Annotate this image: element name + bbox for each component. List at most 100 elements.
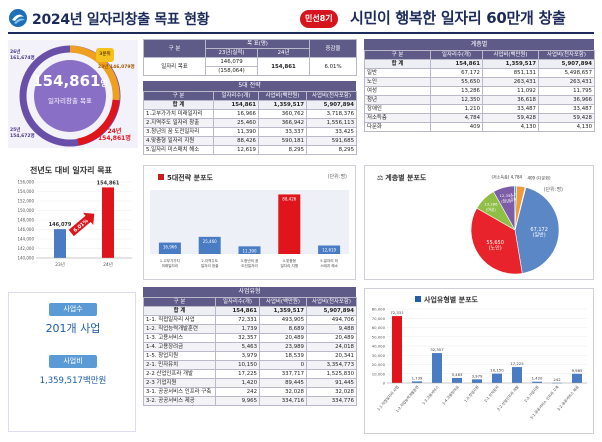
- type-cell: 337,717: [259, 369, 307, 379]
- type-cell: 494,706: [306, 315, 357, 325]
- strategy-cell: 3,718,376: [306, 109, 357, 119]
- type-chart-title: 사업유형별 분포도: [424, 296, 478, 304]
- yoy-tick-label: 142,000: [17, 246, 34, 251]
- pie-chart-unit: (단위:명): [543, 187, 563, 193]
- type-category-label: 3-2.공공서비스 제공: [556, 384, 580, 412]
- strategy-category-label: 1.고부가가치: [160, 258, 180, 263]
- strategy-data-label: 25,460: [203, 239, 217, 244]
- type-cell: 17,225: [215, 369, 260, 379]
- th-y24: 24년: [257, 48, 310, 58]
- strategy-chart-title: 5대전략 분포도: [167, 174, 213, 182]
- target-y23: 146,079: [205, 57, 258, 67]
- strategy-cell: 3.청년의 꿈 도전일자리: [143, 127, 214, 137]
- type-cell: 5,463: [215, 342, 260, 352]
- type-data-label: 1,739: [412, 375, 423, 380]
- type-data-label: 242: [553, 377, 561, 382]
- yoy-tick-label: 140,000: [17, 256, 34, 261]
- yoy-chart: 156,000 154,000 152,000 150,000 148,000 146,0…: [17, 180, 132, 268]
- budget-value: 1,359,517백만원: [39, 376, 107, 386]
- yoy-category-label: 23년: [55, 261, 65, 268]
- type-bar: [532, 381, 542, 383]
- class-cell: 263,431: [538, 77, 595, 87]
- pie-slice-label: 409 (다문화): [527, 175, 551, 181]
- strategy-cell: 11,390: [213, 127, 259, 137]
- strategy-category-label: 4.맞춤형: [283, 258, 296, 263]
- class-row: 저소득층 4,784 59,428 59,428: [364, 113, 595, 123]
- type-cell: 1,739: [215, 324, 260, 334]
- yoy-chart-title: 전년도 대비 일자리 목표: [30, 166, 112, 175]
- strategy-category-label-line2: 일자리 지원: [280, 263, 298, 268]
- strategy-row: 4.맞춤형 일자리 지원 88,426 590,181 591,685: [143, 136, 357, 146]
- type-row: 3-2. 공공서비스 제공 9,965 334,716 334,776: [143, 396, 357, 406]
- type-row: 3-1. 공공서비스 인프라 구축 242 32,028 32,028: [143, 387, 357, 397]
- type-row: 1-4. 고용장려금 5,463 23,989 24,018: [143, 342, 357, 352]
- pie-slice-label: (일반): [533, 232, 546, 239]
- strategy-cell: 590,181: [258, 136, 307, 146]
- pie-chart-title: 계층별 분포도: [385, 174, 427, 182]
- strategy-cell: 1,359,517: [258, 100, 307, 110]
- term-badge: 민선8기: [300, 10, 338, 28]
- medal-badge: 3분위: [96, 48, 114, 62]
- type-data-label: 1,420: [532, 376, 543, 381]
- type-cell: 23,989: [259, 342, 307, 352]
- strategy-data-label: 11,390: [243, 248, 257, 253]
- class-cell: 1,359,517: [482, 59, 539, 69]
- strategy-data-label: 16,966: [163, 245, 177, 250]
- strategy-cell: 1,556,113: [306, 118, 357, 128]
- type-bar: [432, 353, 442, 383]
- class-cell: 다문화: [364, 122, 431, 132]
- strategy-category-label-line2: 미래일자리: [162, 263, 179, 268]
- class-cell: 13,286: [430, 86, 483, 96]
- type-row: 2-2 산업인프라 개발 17,225 337,717 1,525,830: [143, 369, 357, 379]
- strategy-category-label: 5.일자리 미: [320, 258, 338, 263]
- class-cell: 여성: [364, 86, 431, 96]
- budget-label: 사업비: [49, 355, 97, 368]
- strategy-caption: 5대 전략: [143, 81, 356, 91]
- type-tick-label: 20,000: [372, 362, 386, 367]
- class-row: 일반 67,172 851,131 5,498,657: [364, 68, 595, 78]
- yoy-tick-label: 148,000: [17, 218, 34, 223]
- yoy-tick-label: 144,000: [17, 237, 34, 242]
- strategy-chart-unit: (단위:명): [327, 174, 347, 180]
- type-data-label: 17,225: [510, 361, 524, 366]
- class-row: 다문화 409 4,130 4,130: [364, 122, 595, 132]
- type-cell: 1-3. 고용서비스: [143, 333, 216, 343]
- type-cell: 20,489: [306, 333, 357, 343]
- type-bar: [572, 373, 582, 383]
- type-cell: 32,028: [259, 387, 307, 397]
- strategy-chart: 16,966 1.고부가가치 미래일자리 25,460 2.지역주도 일자리 창출 11…: [150, 190, 349, 268]
- type-header-2: 사업비(백만원): [259, 297, 307, 307]
- strategy-row: 3.청년의 꿈 도전일자리 11,390 33,337 33,425: [143, 127, 357, 137]
- y2024-label: 24년: [107, 128, 122, 135]
- type-category-label: 2-3.기업지원: [523, 384, 540, 403]
- strategy-cell: 8,295: [306, 145, 357, 155]
- type-tick-label: 50,000: [372, 334, 386, 339]
- strategy-chart-panel: 5대전략 분포도 (단위:명) 16,966 1.고부가가치 미래일자리 25,46…: [143, 165, 356, 280]
- type-bar: [512, 367, 522, 383]
- class-cell: 33,487: [538, 104, 595, 114]
- type-tick-label: 80,000: [372, 307, 386, 312]
- type-cell: 91,445: [306, 378, 357, 388]
- type-row: 2-3 기업지원 1,420 89,445 91,445: [143, 378, 357, 388]
- class-row: 여성 13,286 11,092 11,795: [364, 86, 595, 96]
- th-y23: 23년(실적): [205, 48, 258, 58]
- type-bar: [472, 379, 482, 383]
- type-cell: 3,979: [215, 351, 260, 361]
- type-cell: 32,028: [306, 387, 357, 397]
- type-cell: 2-1. 민자유치: [143, 360, 216, 370]
- logo-icon: [9, 9, 27, 27]
- type-cell: 5,907,894: [306, 306, 357, 316]
- yoy-tick-label: 156,000: [17, 180, 34, 185]
- class-header-2: 사업비(백만원): [482, 50, 539, 60]
- strategy-plot-bg: [150, 190, 349, 254]
- type-cell: 89,445: [259, 378, 307, 388]
- class-cell: 36,618: [482, 95, 539, 105]
- type-bar: [412, 381, 422, 383]
- slogan: 시민이 행복한 일자리 60만개 창출: [350, 9, 566, 27]
- y2023-value: 146,079명: [109, 65, 135, 70]
- yoy-tick-label: 150,000: [17, 208, 34, 213]
- type-tick-label: 60,000: [372, 325, 386, 330]
- pie-slice: [470, 207, 523, 275]
- type-tick-label: 40,000: [372, 344, 386, 349]
